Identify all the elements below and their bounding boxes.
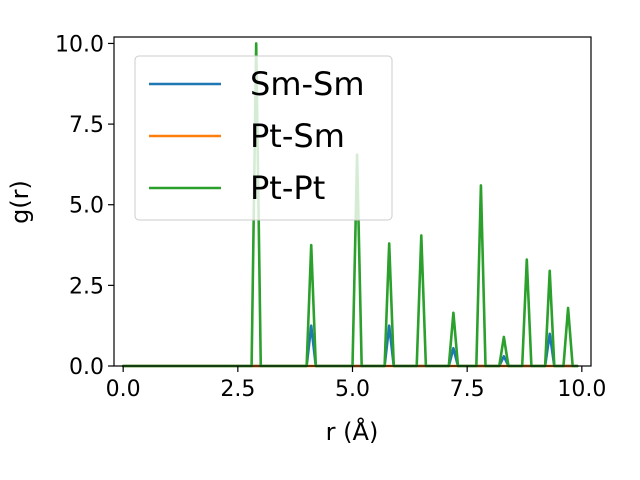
x-tick-label: 10.0 <box>557 377 606 402</box>
y-tick-label: 7.5 <box>69 113 104 138</box>
y-tick-label: 5.0 <box>69 194 104 219</box>
y-tick-label: 10.0 <box>55 32 104 57</box>
x-axis-label: r (Å) <box>326 417 379 446</box>
y-axis-label: g(r) <box>6 180 34 224</box>
x-axis-ticks: 0.0 2.5 5.0 7.5 10.0 <box>106 366 606 402</box>
series-line-sm-sm <box>121 324 579 368</box>
x-tick-label: 7.5 <box>450 377 485 402</box>
legend-label: Pt-Pt <box>250 169 325 207</box>
legend-label: Sm-Sm <box>250 65 365 103</box>
series-line-pt-pt <box>121 42 579 368</box>
y-tick-label: 0.0 <box>69 355 104 380</box>
x-tick-label: 2.5 <box>220 377 255 402</box>
y-axis-ticks: 0.0 2.5 5.0 7.5 10.0 <box>55 32 114 380</box>
legend-box <box>134 55 393 221</box>
legend: Sm-Sm Pt-Sm Pt-Pt <box>134 55 393 221</box>
legend-label: Pt-Sm <box>250 117 345 155</box>
x-tick-label: 0.0 <box>106 377 141 402</box>
x-tick-label: 5.0 <box>335 377 370 402</box>
y-tick-label: 2.5 <box>69 274 104 299</box>
